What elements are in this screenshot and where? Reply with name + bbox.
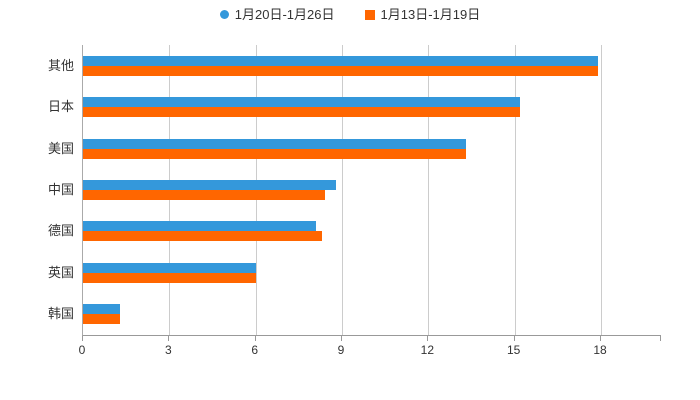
- x-axis-tick: [341, 336, 342, 341]
- legend-label: 1月20日-1月26日: [234, 7, 335, 22]
- x-axis-tick-label: 15: [506, 343, 521, 357]
- y-axis-label: 日本: [47, 99, 74, 115]
- bar: [83, 221, 317, 232]
- x-axis-tick-label: 0: [78, 343, 86, 357]
- gridline: [601, 45, 602, 335]
- plot-area: [82, 45, 661, 336]
- bar: [83, 231, 322, 242]
- y-axis-label: 美国: [47, 140, 74, 156]
- legend-label: 1月13日-1月19日: [380, 7, 481, 22]
- gridline: [342, 45, 343, 335]
- chart-legend: 1月20日-1月26日 1月13日-1月19日: [0, 8, 700, 21]
- y-axis-label: 德国: [47, 223, 74, 239]
- legend-item-jan20-26[interactable]: 1月20日-1月26日: [219, 7, 335, 22]
- bar: [83, 314, 121, 325]
- bar: [83, 97, 521, 108]
- gridline: [514, 45, 516, 335]
- y-axis-labels: 其他日本美国中国德国英国韩国: [0, 45, 74, 335]
- bar: [83, 148, 466, 159]
- legend-marker-circle-icon: [219, 10, 229, 19]
- bar: [83, 55, 599, 66]
- x-axis-tick: [168, 336, 170, 341]
- x-axis-tick-label: 3: [164, 343, 172, 357]
- x-axis-tick-label: 9: [337, 343, 345, 357]
- y-axis-label: 韩国: [47, 306, 74, 322]
- x-axis-tick-label: 18: [593, 343, 607, 357]
- legend-marker-square-icon: [364, 9, 375, 20]
- y-axis-label: 中国: [47, 182, 74, 197]
- bar: [83, 190, 325, 200]
- x-axis-tick: [427, 336, 429, 341]
- x-axis-tick: [513, 336, 515, 341]
- x-axis-end-tick: [660, 336, 661, 341]
- x-axis-tick-label: 12: [420, 343, 435, 357]
- bar: [83, 272, 256, 283]
- bar: [83, 262, 256, 273]
- gridline: [428, 45, 430, 335]
- bar: [83, 65, 599, 76]
- bar: [83, 107, 521, 118]
- bar: [83, 180, 337, 190]
- legend-item-jan13-19[interactable]: 1月13日-1月19日: [364, 7, 481, 22]
- y-axis-label: 英国: [47, 264, 74, 280]
- bar: [83, 304, 121, 315]
- x-axis-tick-label: 6: [251, 343, 258, 357]
- x-axis-tick: [82, 336, 83, 341]
- bar: [83, 138, 466, 149]
- x-axis-tick: [600, 336, 601, 341]
- x-axis-tick: [254, 336, 256, 341]
- y-axis-label: 其他: [47, 57, 74, 73]
